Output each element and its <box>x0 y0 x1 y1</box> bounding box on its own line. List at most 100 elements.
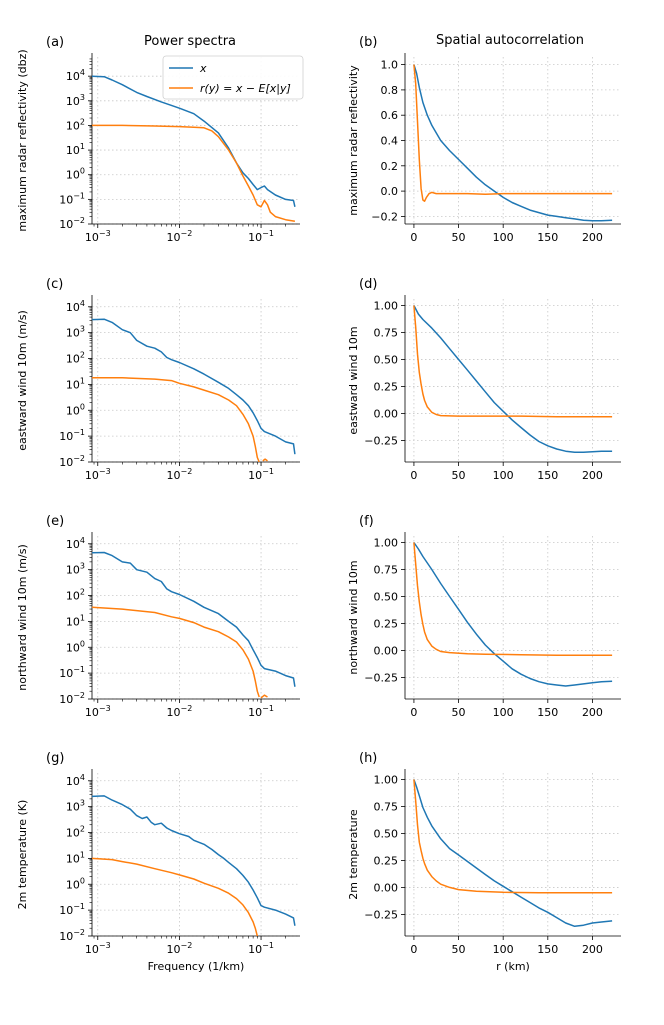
series-line-r-tail-e <box>260 694 268 699</box>
series-line-x-a <box>92 75 296 207</box>
ytick-label-h-5: 1.00 <box>374 773 399 786</box>
panel-label-a: (a) <box>46 35 64 50</box>
series-line-r-h <box>413 779 613 894</box>
ytick-label-h-3: 0.50 <box>374 827 399 840</box>
xtick-label-f-3: 150 <box>537 706 558 719</box>
ytick-label-f-5: 1.00 <box>374 536 399 549</box>
xtick-label-h-3: 150 <box>537 943 558 956</box>
panel-f: 0 50 100 150 200 −0.25 0.00 0.25 0.50 0.75 1.00(f)… <box>347 514 621 719</box>
panel-label-d: (d) <box>359 277 377 292</box>
series-line-r-d <box>413 305 613 418</box>
xtick-label-g-2: 10−1 <box>248 941 274 956</box>
xtick-label-d-1: 50 <box>452 469 466 482</box>
ytick-label-b-5: 0.8 <box>381 84 399 97</box>
series-group-h <box>413 779 613 928</box>
xtick-label-e-0: 10−3 <box>85 704 111 719</box>
series-line-r-b <box>413 64 613 202</box>
ytick-label-h-2: 0.25 <box>374 854 399 867</box>
ylabel-g: 2m temperature (K) <box>16 800 29 910</box>
ytick-label-g-3: 101 <box>66 850 85 865</box>
xtick-label-d-3: 150 <box>537 469 558 482</box>
series-group-c <box>92 318 296 462</box>
series-line-x-g <box>92 795 296 926</box>
ytick-label-a-4: 102 <box>66 117 85 132</box>
ytick-label-f-2: 0.25 <box>374 617 399 630</box>
xtick-label-b-3: 150 <box>537 231 558 244</box>
ylabel-d: eastward wind 10m <box>347 326 360 434</box>
xlabel-h: r (km) <box>496 960 530 973</box>
ytick-label-d-2: 0.25 <box>374 380 399 393</box>
ytick-label-g-4: 102 <box>66 825 85 840</box>
ytick-label-c-6: 104 <box>66 299 85 314</box>
xtick-label-a-2: 10−1 <box>248 229 274 244</box>
series-group-d <box>413 305 613 454</box>
xtick-label-f-2: 100 <box>493 706 514 719</box>
legend: x r(y) = x − E[x|y] <box>162 55 304 100</box>
ytick-label-b-4: 0.6 <box>381 109 399 122</box>
ylabel-f: northward wind 10m <box>347 560 360 674</box>
ytick-label-f-3: 0.50 <box>374 590 399 603</box>
xtick-label-b-4: 200 <box>582 231 603 244</box>
xtick-label-f-0: 0 <box>410 706 417 719</box>
ylabel-e: northward wind 10m (m/s) <box>16 544 29 691</box>
panel-g: 10−3 10−2 10−110−210−1100101102103104(g)2m… <box>16 751 300 973</box>
ytick-label-e-6: 104 <box>66 536 85 551</box>
ytick-label-f-0: −0.25 <box>364 671 398 684</box>
ytick-label-h-0: −0.25 <box>364 908 398 921</box>
xtick-label-b-1: 50 <box>452 231 466 244</box>
ytick-label-c-3: 101 <box>66 376 85 391</box>
ytick-label-h-1: 0.00 <box>374 881 399 894</box>
panel-label-c: (c) <box>46 277 63 292</box>
xtick-label-a-0: 10−3 <box>85 229 111 244</box>
ytick-label-e-2: 100 <box>66 639 85 654</box>
panels: 10−3 10−2 10−110−210−1100101102103104(a)ma… <box>16 35 621 973</box>
series-line-r-f <box>413 542 613 657</box>
ytick-label-c-2: 100 <box>66 402 85 417</box>
ytick-label-g-5: 103 <box>66 799 85 814</box>
panel-h: 0 50 100 150 200 −0.25 0.00 0.25 0.50 0.75 1.00 (h)… <box>347 751 621 973</box>
ytick-label-b-3: 0.4 <box>381 135 399 148</box>
series-line-r-c <box>92 377 260 462</box>
xtick-label-d-4: 200 <box>582 469 603 482</box>
series-line-x-e <box>92 551 296 687</box>
series-line-x-c <box>92 318 296 455</box>
panel-label-b: (b) <box>359 35 377 50</box>
xtick-label-d-0: 0 <box>410 469 417 482</box>
ytick-label-b-6: 1.0 <box>381 59 399 72</box>
ytick-label-g-6: 104 <box>66 773 85 788</box>
series-group-a <box>92 75 296 222</box>
ytick-label-d-0: −0.25 <box>364 434 398 447</box>
series-group-e <box>92 551 296 699</box>
xtick-label-h-1: 50 <box>452 943 466 956</box>
ytick-label-e-1: 10−1 <box>59 665 85 680</box>
ytick-label-a-0: 10−2 <box>59 216 85 231</box>
series-group-g <box>92 795 296 936</box>
ytick-label-a-1: 10−1 <box>59 191 85 206</box>
panel-label-e: (e) <box>46 514 64 529</box>
series-line-x-d <box>413 305 613 454</box>
panel-b: 0 50 100 150 200 −0.2 0.0 0.2 0.4 0.6 0.8 1.0 (b) max… <box>347 35 621 244</box>
series-line-r-g <box>92 857 259 936</box>
xtick-label-g-0: 10−3 <box>85 941 111 956</box>
ytick-label-c-1: 10−1 <box>59 428 85 443</box>
xtick-label-b-0: 0 <box>410 231 417 244</box>
ytick-label-c-5: 103 <box>66 325 85 340</box>
xlabel-g: Frequency (1/km) <box>148 960 245 973</box>
series-line-r-tail-c <box>262 458 268 462</box>
ytick-label-h-4: 0.75 <box>374 800 399 813</box>
ytick-label-e-3: 101 <box>66 613 85 628</box>
ytick-label-c-0: 10−2 <box>59 454 85 469</box>
xtick-label-c-2: 10−1 <box>248 467 274 482</box>
xtick-label-g-1: 10−2 <box>167 941 193 956</box>
ytick-label-f-1: 0.00 <box>374 644 399 657</box>
ytick-label-f-4: 0.75 <box>374 563 399 576</box>
ytick-label-g-2: 100 <box>66 876 85 891</box>
series-group-f <box>413 542 613 687</box>
ytick-label-g-1: 10−1 <box>59 902 85 917</box>
legend-label-r: r(y) = x − E[x|y] <box>200 82 291 95</box>
xtick-label-e-1: 10−2 <box>167 704 193 719</box>
series-line-x-b <box>413 64 613 222</box>
series-line-r-a <box>92 124 296 222</box>
xtick-label-c-1: 10−2 <box>167 467 193 482</box>
